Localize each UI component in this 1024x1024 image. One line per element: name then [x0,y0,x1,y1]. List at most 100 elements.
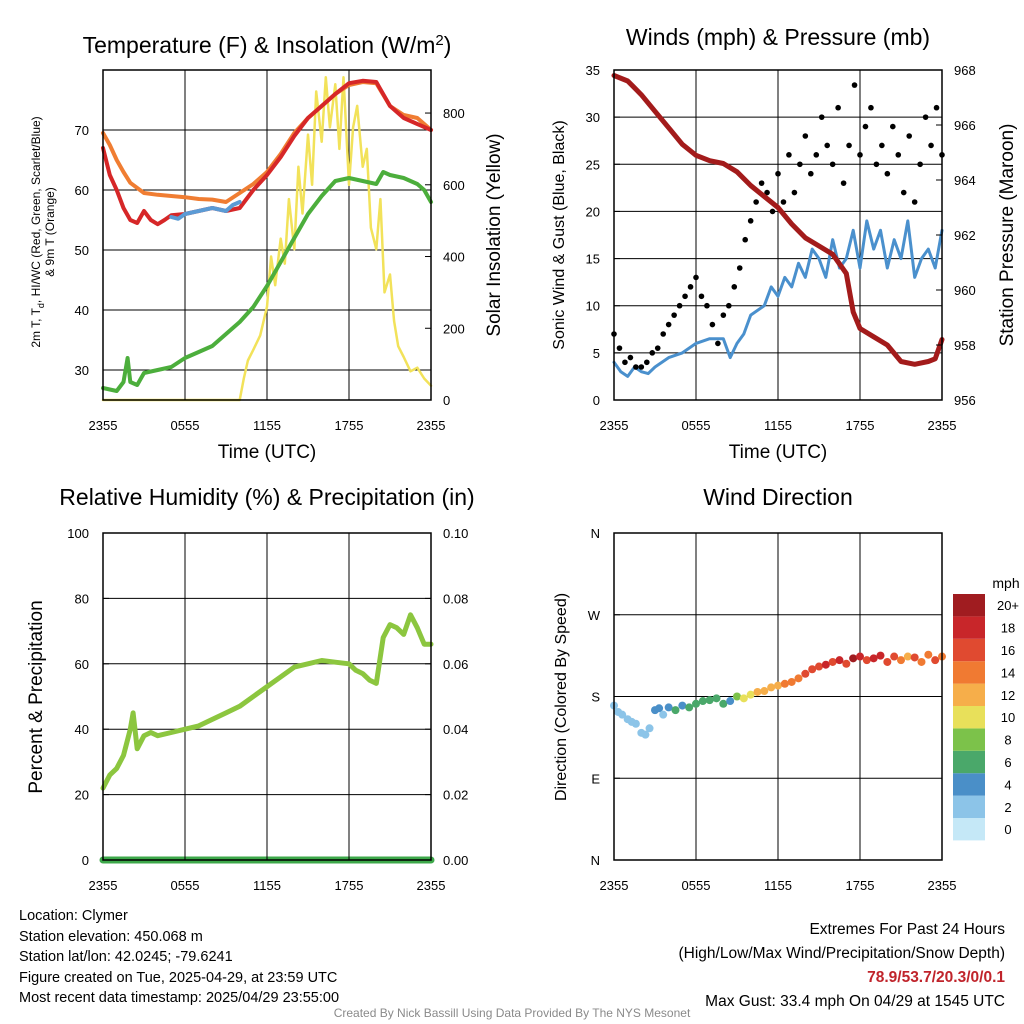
gust-point [928,142,934,149]
temperature-y-axis-title: 2m T, Td, HI/WC (Red, Green, Scarlet/Blu… [29,116,46,347]
colorbar-swatch [953,818,985,841]
y2-tick-label: 0.00 [443,853,468,868]
gust-point [698,293,705,300]
gust-point [726,302,732,309]
y-tick-label: N [591,853,600,868]
y-tick-label: 10 [586,299,600,314]
x-tick-label: 1755 [335,418,364,433]
direction-point [815,662,823,671]
y2-tick-label: 200 [443,321,465,336]
direction-point [746,690,755,699]
colorbar-swatch [953,795,985,818]
x-tick-label: 2355 [600,418,629,433]
y-tick-label: 5 [593,346,600,361]
temperature-panel: Temperature (F) & Insolation (W/m2) 2355… [29,32,505,463]
winds-panel: Winds (mph) & Pressure (mb) 2355 0555 1155… [551,24,1018,463]
direction-point [760,687,769,696]
direction-point [876,651,885,660]
colorbar-swatch [953,706,985,729]
direction-point [753,687,762,696]
direction-point [917,657,926,666]
direction-point [774,681,782,690]
wc-line [169,200,242,221]
humidity-chart-title: Relative Humidity (%) & Precipitation (i… [59,484,474,510]
y-tick-label: 100 [67,526,89,541]
y-tick-label: 35 [586,63,600,78]
gust-point [758,180,765,186]
pressure-line [611,73,945,367]
station-elevation: Station elevation: 450.068 m [19,928,203,945]
gust-point [802,133,809,139]
direction-point [931,656,940,665]
y2-tick-label: 400 [443,250,465,265]
gust-point [879,142,885,149]
colorbar-label: 10 [1001,710,1015,725]
x-tick-label: 2355 [417,418,446,433]
y-tick-label: 20 [75,788,89,803]
gust-point [813,152,820,158]
max-gust: Max Gust: 33.4 mph On 04/29 at 1545 UTC [705,993,1005,1010]
y2-tick-label: 964 [954,173,976,188]
y-tick-label: W [588,608,601,623]
direction-point [733,692,741,701]
t2m-line [101,78,433,227]
y2-tick-label: 0.04 [443,722,468,737]
gust-point [764,189,770,196]
humidity-panel: Relative Humidity (%) & Precipitation (i… [26,484,475,893]
direction-point [869,654,878,663]
gust-point [644,359,650,366]
humidity-y-axis-title: Percent & Precipitation [26,600,47,793]
colorbar-swatch [953,773,985,796]
x-tick-label: 1155 [253,418,281,433]
temperature-x-axis-title: Time (UTC) [218,442,317,463]
gust-point [654,345,661,351]
y-tick-label: S [591,690,600,705]
extremes-title: Extremes For Past 24 Hours [809,921,1005,938]
x-tick-label: 2355 [600,878,629,893]
gust-point [780,199,787,205]
colorbar-title: mph [992,575,1019,591]
gust-point [917,161,923,168]
direction-point [897,656,905,665]
gust-point [709,321,716,328]
direction-point [862,656,871,665]
direction-point [903,652,912,661]
y-tick-label: 30 [75,363,89,378]
wind-direction-panel: Wind Direction 2355 0555 1155 1755 2355NESWN… [553,484,1020,893]
colorbar-label: 16 [1001,643,1015,658]
gust-point [742,236,748,243]
figure-created: Figure created on Tue, 2025-04-29, at 23… [19,969,338,986]
gust-point [906,133,912,139]
direction-point [719,699,728,708]
gust-point [808,170,814,177]
gust-point [638,364,645,370]
recent-timestamp: Most recent data timestamp: 2025/04/29 2… [19,990,340,1006]
station-latlon: Station lat/lon: 42.0245; -79.6241 [19,949,233,965]
gust-point [890,123,896,130]
direction-point [659,710,668,719]
x-tick-label: 1755 [846,878,875,893]
gust-point [868,104,874,111]
x-tick-label: 0555 [171,418,200,433]
y-tick-label: 30 [586,110,600,125]
y-tick-label: 20 [586,204,600,219]
gust-point [851,82,858,88]
y-tick-label: 60 [75,183,89,198]
td-line [101,170,433,393]
colorbar-swatch [953,683,985,706]
wind-direction-chart-title: Wind Direction [703,484,853,510]
y2-tick-label: 0.10 [443,526,468,541]
extremes-info: Extremes For Past 24 Hours (High/Low/Max… [679,918,1006,1014]
direction-point [849,654,858,663]
y2-tick-label: 958 [954,338,976,353]
y-tick-label: 70 [75,123,89,138]
pressure-axis-title: Station Pressure (Maroon) [997,124,1018,347]
x-tick-label: 1155 [253,878,281,893]
direction-point [671,706,680,715]
x-tick-label: 2355 [417,878,446,893]
direction-point [828,657,837,666]
gust-point [797,161,803,168]
direction-point [924,650,933,659]
